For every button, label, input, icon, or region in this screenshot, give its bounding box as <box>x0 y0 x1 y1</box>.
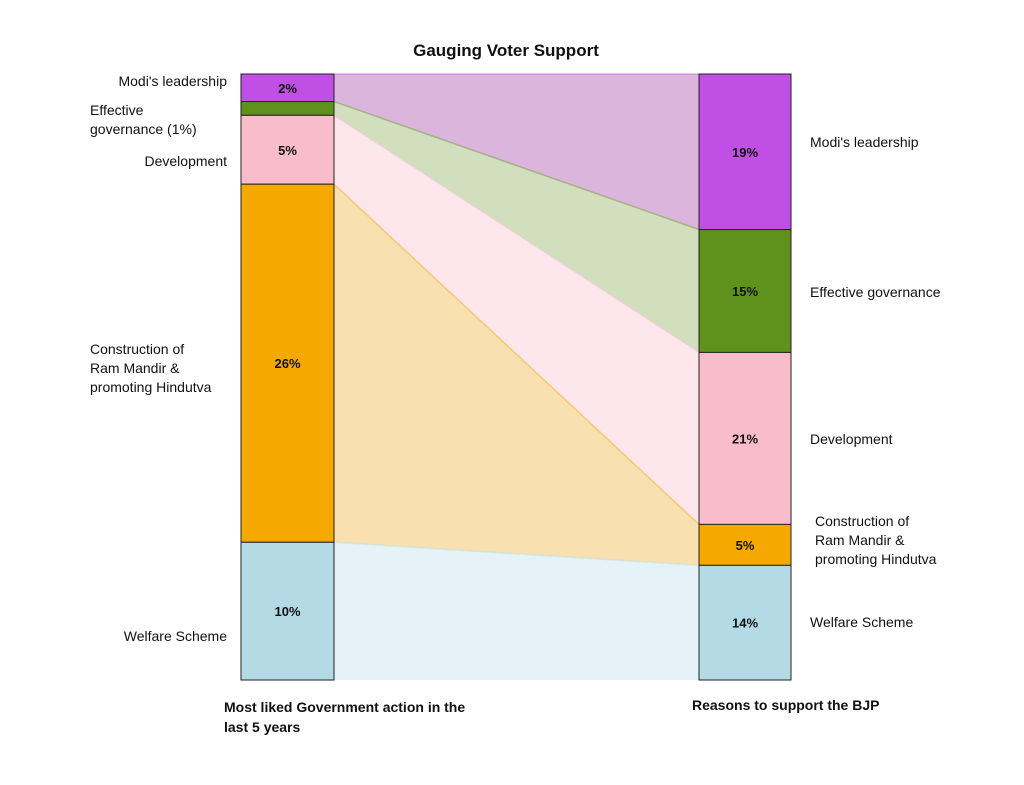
left-value-label: 2% <box>278 81 297 96</box>
flow-edge-effective-governance <box>333 100 700 231</box>
right-bar-welfare-scheme <box>698 564 792 681</box>
right-value-label: 21% <box>732 431 758 446</box>
right-value-label: 14% <box>732 616 758 631</box>
category-labels: Modi's leadership Effective governance (1%… <box>90 73 941 644</box>
left-category-label: Construction of Ram Mandir & promoting Hin… <box>90 341 212 395</box>
right-category-label: Effective governance <box>810 284 941 300</box>
left-category-label: Development <box>145 153 228 169</box>
right-value-label: 19% <box>732 145 758 160</box>
left-category-label: Welfare Scheme <box>124 628 227 644</box>
flow-effective-governance <box>334 101 699 353</box>
right-category-label: Development <box>810 431 893 447</box>
flow-development <box>334 115 699 525</box>
left-value-label: 26% <box>274 356 300 371</box>
value-labels: 2% 5% 26% 10% 19% 15% 21% 5% 14% <box>274 81 758 631</box>
left-bar-construction-of-ram-mandir-promoting-hindutva <box>240 183 335 543</box>
chart-title: Gauging Voter Support <box>413 41 599 60</box>
right-bar-modi-s-leadership <box>698 73 792 231</box>
flow-edge-welfare-scheme <box>333 541 700 567</box>
left-category-label: Modi's leadership <box>118 73 227 89</box>
right-bar-development <box>698 351 792 525</box>
left-value-label: 5% <box>278 143 297 158</box>
left-axis-title: Most liked Government action in the last… <box>224 699 469 735</box>
right-category-label: Construction of Ram Mandir & promoting Hin… <box>815 513 937 567</box>
flow-edge-development <box>333 114 700 354</box>
flow-edge-construction-of-ram-mandir-promoting-hindutva <box>333 183 700 525</box>
stacked-bars <box>240 73 792 681</box>
left-bar-welfare-scheme <box>240 541 335 681</box>
flow-modi-s-leadership <box>334 74 699 230</box>
left-bar-effective-governance <box>240 101 335 116</box>
flow-bands <box>333 73 700 680</box>
right-bar-effective-governance <box>698 229 792 353</box>
flow-welfare-scheme <box>334 542 699 680</box>
right-value-label: 5% <box>736 538 755 553</box>
left-value-label: 10% <box>274 604 300 619</box>
left-bar-development <box>240 114 335 185</box>
flow-construction-of-ram-mandir-promoting-hindutva <box>334 184 699 566</box>
right-category-label: Welfare Scheme <box>810 614 913 630</box>
left-category-label: Effective governance (1%) <box>90 102 197 137</box>
right-bar-construction-of-ram-mandir-promoting-hindutva <box>698 523 792 566</box>
right-value-label: 15% <box>732 284 758 299</box>
right-category-label: Modi's leadership <box>810 134 919 150</box>
right-axis-title: Reasons to support the BJP <box>692 697 879 713</box>
